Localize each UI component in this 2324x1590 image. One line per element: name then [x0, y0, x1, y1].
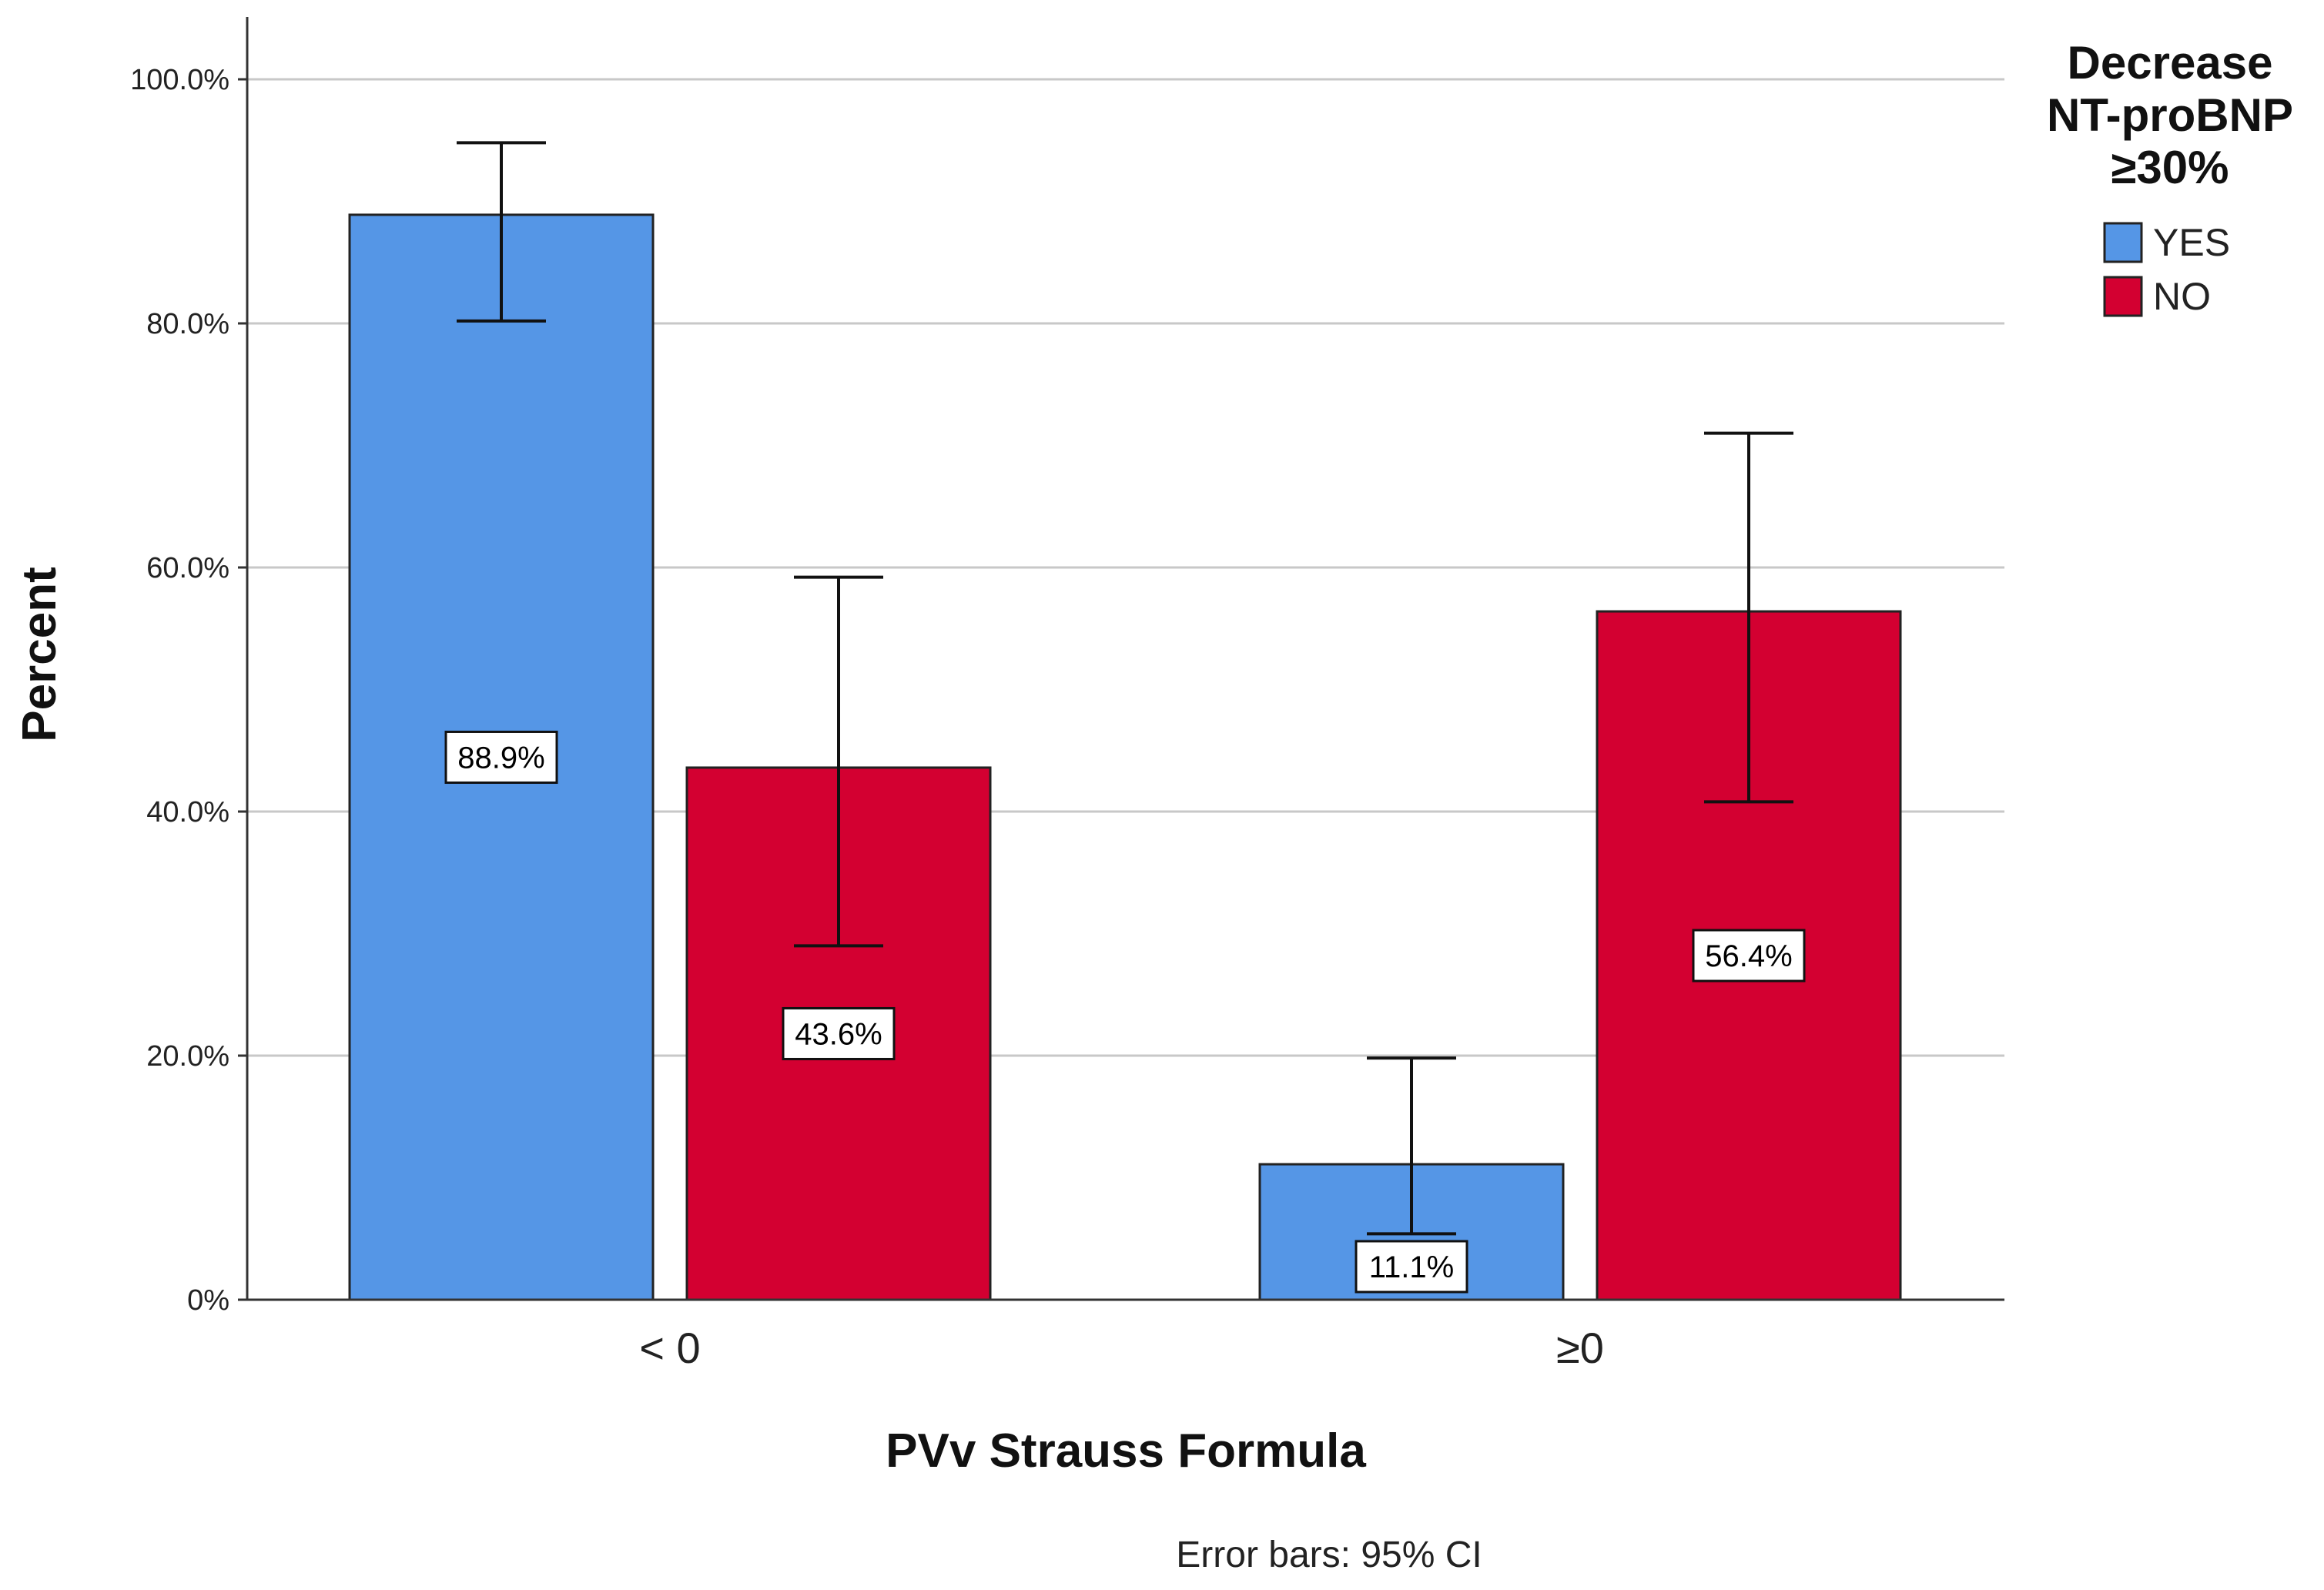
legend-label: NO: [2153, 275, 2211, 318]
error-bar: [794, 575, 883, 948]
y-tick-label: 100.0%: [130, 64, 229, 96]
error-bar: [1704, 431, 1793, 804]
x-category-label: ≥0: [1556, 1324, 1604, 1372]
legend-swatch: [2103, 222, 2143, 263]
axes: [246, 17, 2004, 1301]
data-label: 43.6%: [782, 1006, 896, 1060]
data-label: 88.9%: [444, 730, 558, 784]
data-label-text: 11.1%: [1369, 1250, 1454, 1284]
x-axis-categories: < 0 ≥0: [639, 1324, 1604, 1372]
y-tick-label: 20.0%: [146, 1040, 229, 1073]
legend-title-line-1: Decrease: [2068, 37, 2273, 89]
data-label-text: 43.6%: [795, 1017, 882, 1051]
y-tick-label: 80.0%: [146, 308, 229, 340]
legend-items: YES NO: [2103, 221, 2230, 318]
y-axis-title: Percent: [13, 567, 66, 741]
data-labels: 88.9% 43.6% 11.1% 56.4%: [444, 730, 1806, 1294]
error-bar: [457, 141, 546, 323]
legend-item-no: NO: [2103, 275, 2211, 318]
legend-title-line-3: ≥30%: [2111, 142, 2229, 193]
legend-item-yes: YES: [2103, 221, 2230, 264]
data-label: 11.1%: [1355, 1240, 1468, 1294]
data-label: 56.4%: [1692, 929, 1806, 982]
x-axis-title: PVv Strauss Formula: [886, 1424, 1366, 1478]
error-bar-note: Error bars: 95% CI: [1176, 1535, 1482, 1575]
legend: Decrease NT-proBNP ≥30% YES NO: [2047, 37, 2293, 318]
x-category-label: < 0: [639, 1324, 700, 1372]
error-bar: [1367, 1056, 1456, 1236]
legend-label: YES: [2153, 221, 2230, 264]
data-label-text: 88.9%: [457, 741, 544, 775]
bars: [348, 213, 1902, 1301]
legend-swatch: [2103, 276, 2143, 317]
y-tick-label: 0%: [187, 1284, 229, 1317]
error-bars: [457, 141, 1793, 1236]
y-tick-label: 40.0%: [146, 796, 229, 828]
data-label-text: 56.4%: [1705, 939, 1792, 973]
y-axis-ticks: 0% 20.0% 40.0% 60.0% 80.0% 100.0%: [130, 64, 247, 1317]
legend-title-line-2: NT-proBNP: [2047, 89, 2293, 141]
y-tick-label: 60.0%: [146, 552, 229, 584]
